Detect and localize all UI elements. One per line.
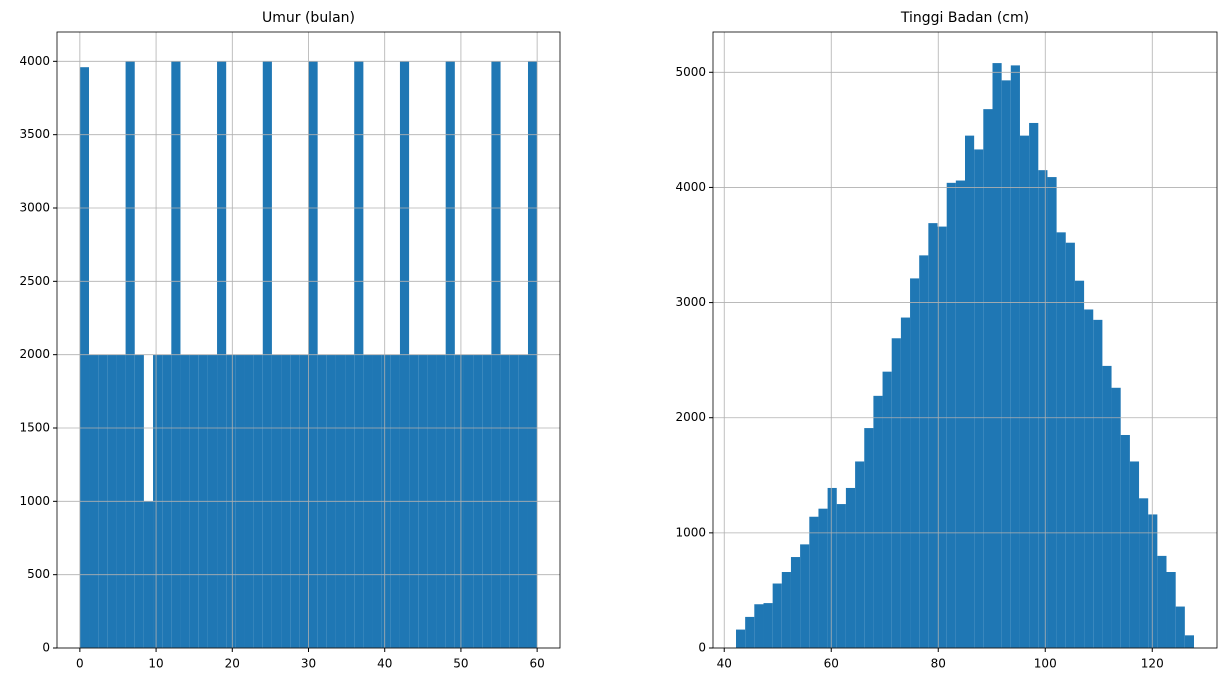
bar (827, 487, 837, 648)
x-tick-label: 20 (225, 657, 240, 671)
bar (1010, 65, 1020, 649)
bar (1093, 319, 1103, 648)
bar (1102, 365, 1112, 648)
y-tick-label: 0 (42, 641, 50, 655)
y-tick-label: 4000 (675, 180, 706, 194)
bar (1065, 242, 1075, 648)
chart-title: Umur (bulan) (262, 10, 355, 26)
bar (891, 338, 901, 648)
x-tick-label: 40 (377, 657, 392, 671)
bar (736, 629, 746, 648)
bar (946, 182, 956, 648)
y-tick-label: 0 (698, 641, 706, 655)
bar (983, 109, 993, 649)
subplot: 0 1000 2000 3000 4000 5000 40 60 80 100 120 Tinggi … (675, 10, 1218, 671)
bar (928, 223, 938, 649)
bar (781, 572, 791, 648)
bar (864, 428, 874, 648)
axes-frame (712, 31, 1218, 649)
bar (855, 461, 865, 648)
bar (1139, 498, 1149, 648)
bar (754, 604, 764, 648)
y-tick-label: 4000 (19, 54, 50, 68)
bar (1074, 280, 1085, 648)
bar (1175, 606, 1185, 648)
bar (1038, 170, 1048, 649)
x-tick-label: 80 (931, 657, 946, 671)
y-tick-label: 3000 (19, 201, 50, 215)
x-tick-label: 60 (824, 657, 839, 671)
bar (1001, 80, 1011, 648)
bar (1157, 555, 1167, 648)
y-tick-label: 1500 (19, 421, 50, 435)
bar (974, 149, 984, 648)
bar (1148, 514, 1158, 648)
bar (919, 255, 929, 649)
bar (1120, 434, 1130, 648)
x-tick-label: 30 (301, 657, 316, 671)
bar (882, 371, 892, 648)
bar (992, 63, 1002, 649)
bar (818, 508, 828, 648)
y-tick-label: 1000 (675, 525, 706, 539)
y-tick-label: 2000 (675, 410, 706, 424)
bar (1029, 122, 1039, 648)
bar (836, 504, 846, 648)
y-tick-label: 2500 (19, 274, 50, 288)
axes-frame (56, 31, 561, 649)
y-tick-label: 500 (27, 567, 50, 581)
y-tick-label: 3000 (675, 295, 706, 309)
bar (955, 180, 965, 649)
bar (900, 317, 911, 648)
bar (763, 603, 773, 648)
y-tick-label: 3500 (19, 127, 50, 141)
bar (910, 278, 920, 648)
x-tick-label: 50 (453, 657, 468, 671)
bar (809, 516, 819, 648)
bar (845, 487, 856, 648)
y-tick-label: 5000 (675, 65, 706, 79)
bar (745, 616, 755, 648)
bar (79, 67, 90, 648)
bar (1019, 135, 1030, 649)
bar (965, 135, 975, 649)
subplot: 0 500 1000 1500 2000 2500 3000 3500 4000 0 10 20 30 4… (19, 10, 561, 671)
y-tick-label: 2000 (19, 347, 50, 361)
bar (772, 583, 782, 648)
bar (800, 544, 810, 648)
bar (1129, 461, 1140, 648)
bar (1084, 309, 1094, 648)
x-tick-label: 60 (529, 657, 544, 671)
chart-title: Tinggi Badan (cm) (900, 10, 1029, 26)
bar (1056, 232, 1066, 648)
bar (1111, 387, 1121, 648)
x-tick-label: 120 (1141, 657, 1164, 671)
bar (1166, 572, 1176, 648)
x-tick-label: 40 (717, 657, 732, 671)
y-tick-label: 1000 (19, 494, 50, 508)
bar (790, 557, 801, 648)
x-tick-label: 0 (76, 657, 84, 671)
x-tick-label: 100 (1034, 657, 1057, 671)
bar (1047, 177, 1057, 648)
bar (937, 226, 947, 648)
x-tick-label: 10 (148, 657, 163, 671)
bar (873, 395, 883, 648)
bar (1184, 635, 1194, 648)
